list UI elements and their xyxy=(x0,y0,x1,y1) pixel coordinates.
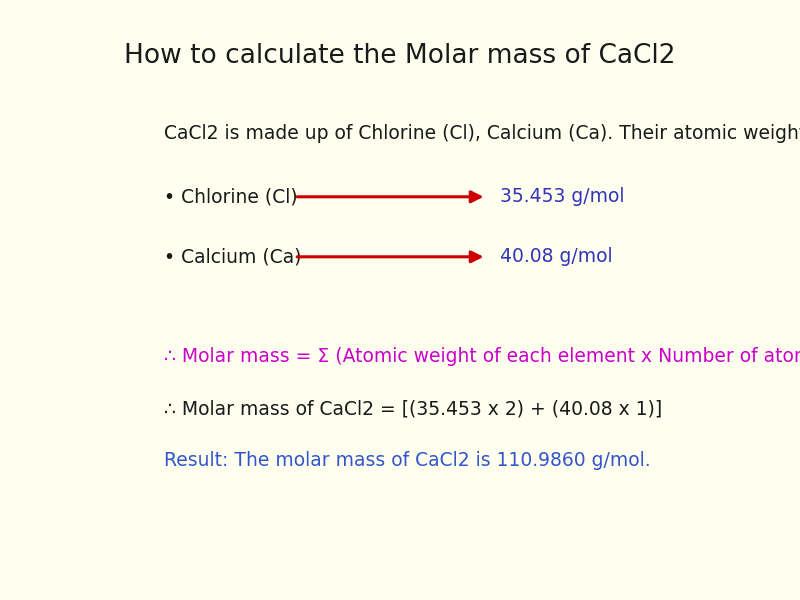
Text: CaCl2 is made up of Chlorine (Cl), Calcium (Ca). Their atomic weight is:: CaCl2 is made up of Chlorine (Cl), Calci… xyxy=(164,124,800,143)
Text: How to calculate the Molar mass of CaCl2: How to calculate the Molar mass of CaCl2 xyxy=(124,43,676,69)
Text: ∴ Molar mass of CaCl2 = [(35.453 x 2) + (40.08 x 1)]: ∴ Molar mass of CaCl2 = [(35.453 x 2) + … xyxy=(164,400,662,419)
Text: Result: The molar mass of CaCl2 is 110.9860 g/mol.: Result: The molar mass of CaCl2 is 110.9… xyxy=(164,451,650,470)
Text: 40.08 g/mol: 40.08 g/mol xyxy=(500,247,613,266)
Text: • Calcium (Ca): • Calcium (Ca) xyxy=(164,247,302,266)
Text: ∴ Molar mass = Σ (Atomic weight of each element x Number of atoms: ∴ Molar mass = Σ (Atomic weight of each … xyxy=(164,347,800,367)
Text: 35.453 g/mol: 35.453 g/mol xyxy=(500,187,625,206)
Text: • Chlorine (Cl): • Chlorine (Cl) xyxy=(164,187,298,206)
